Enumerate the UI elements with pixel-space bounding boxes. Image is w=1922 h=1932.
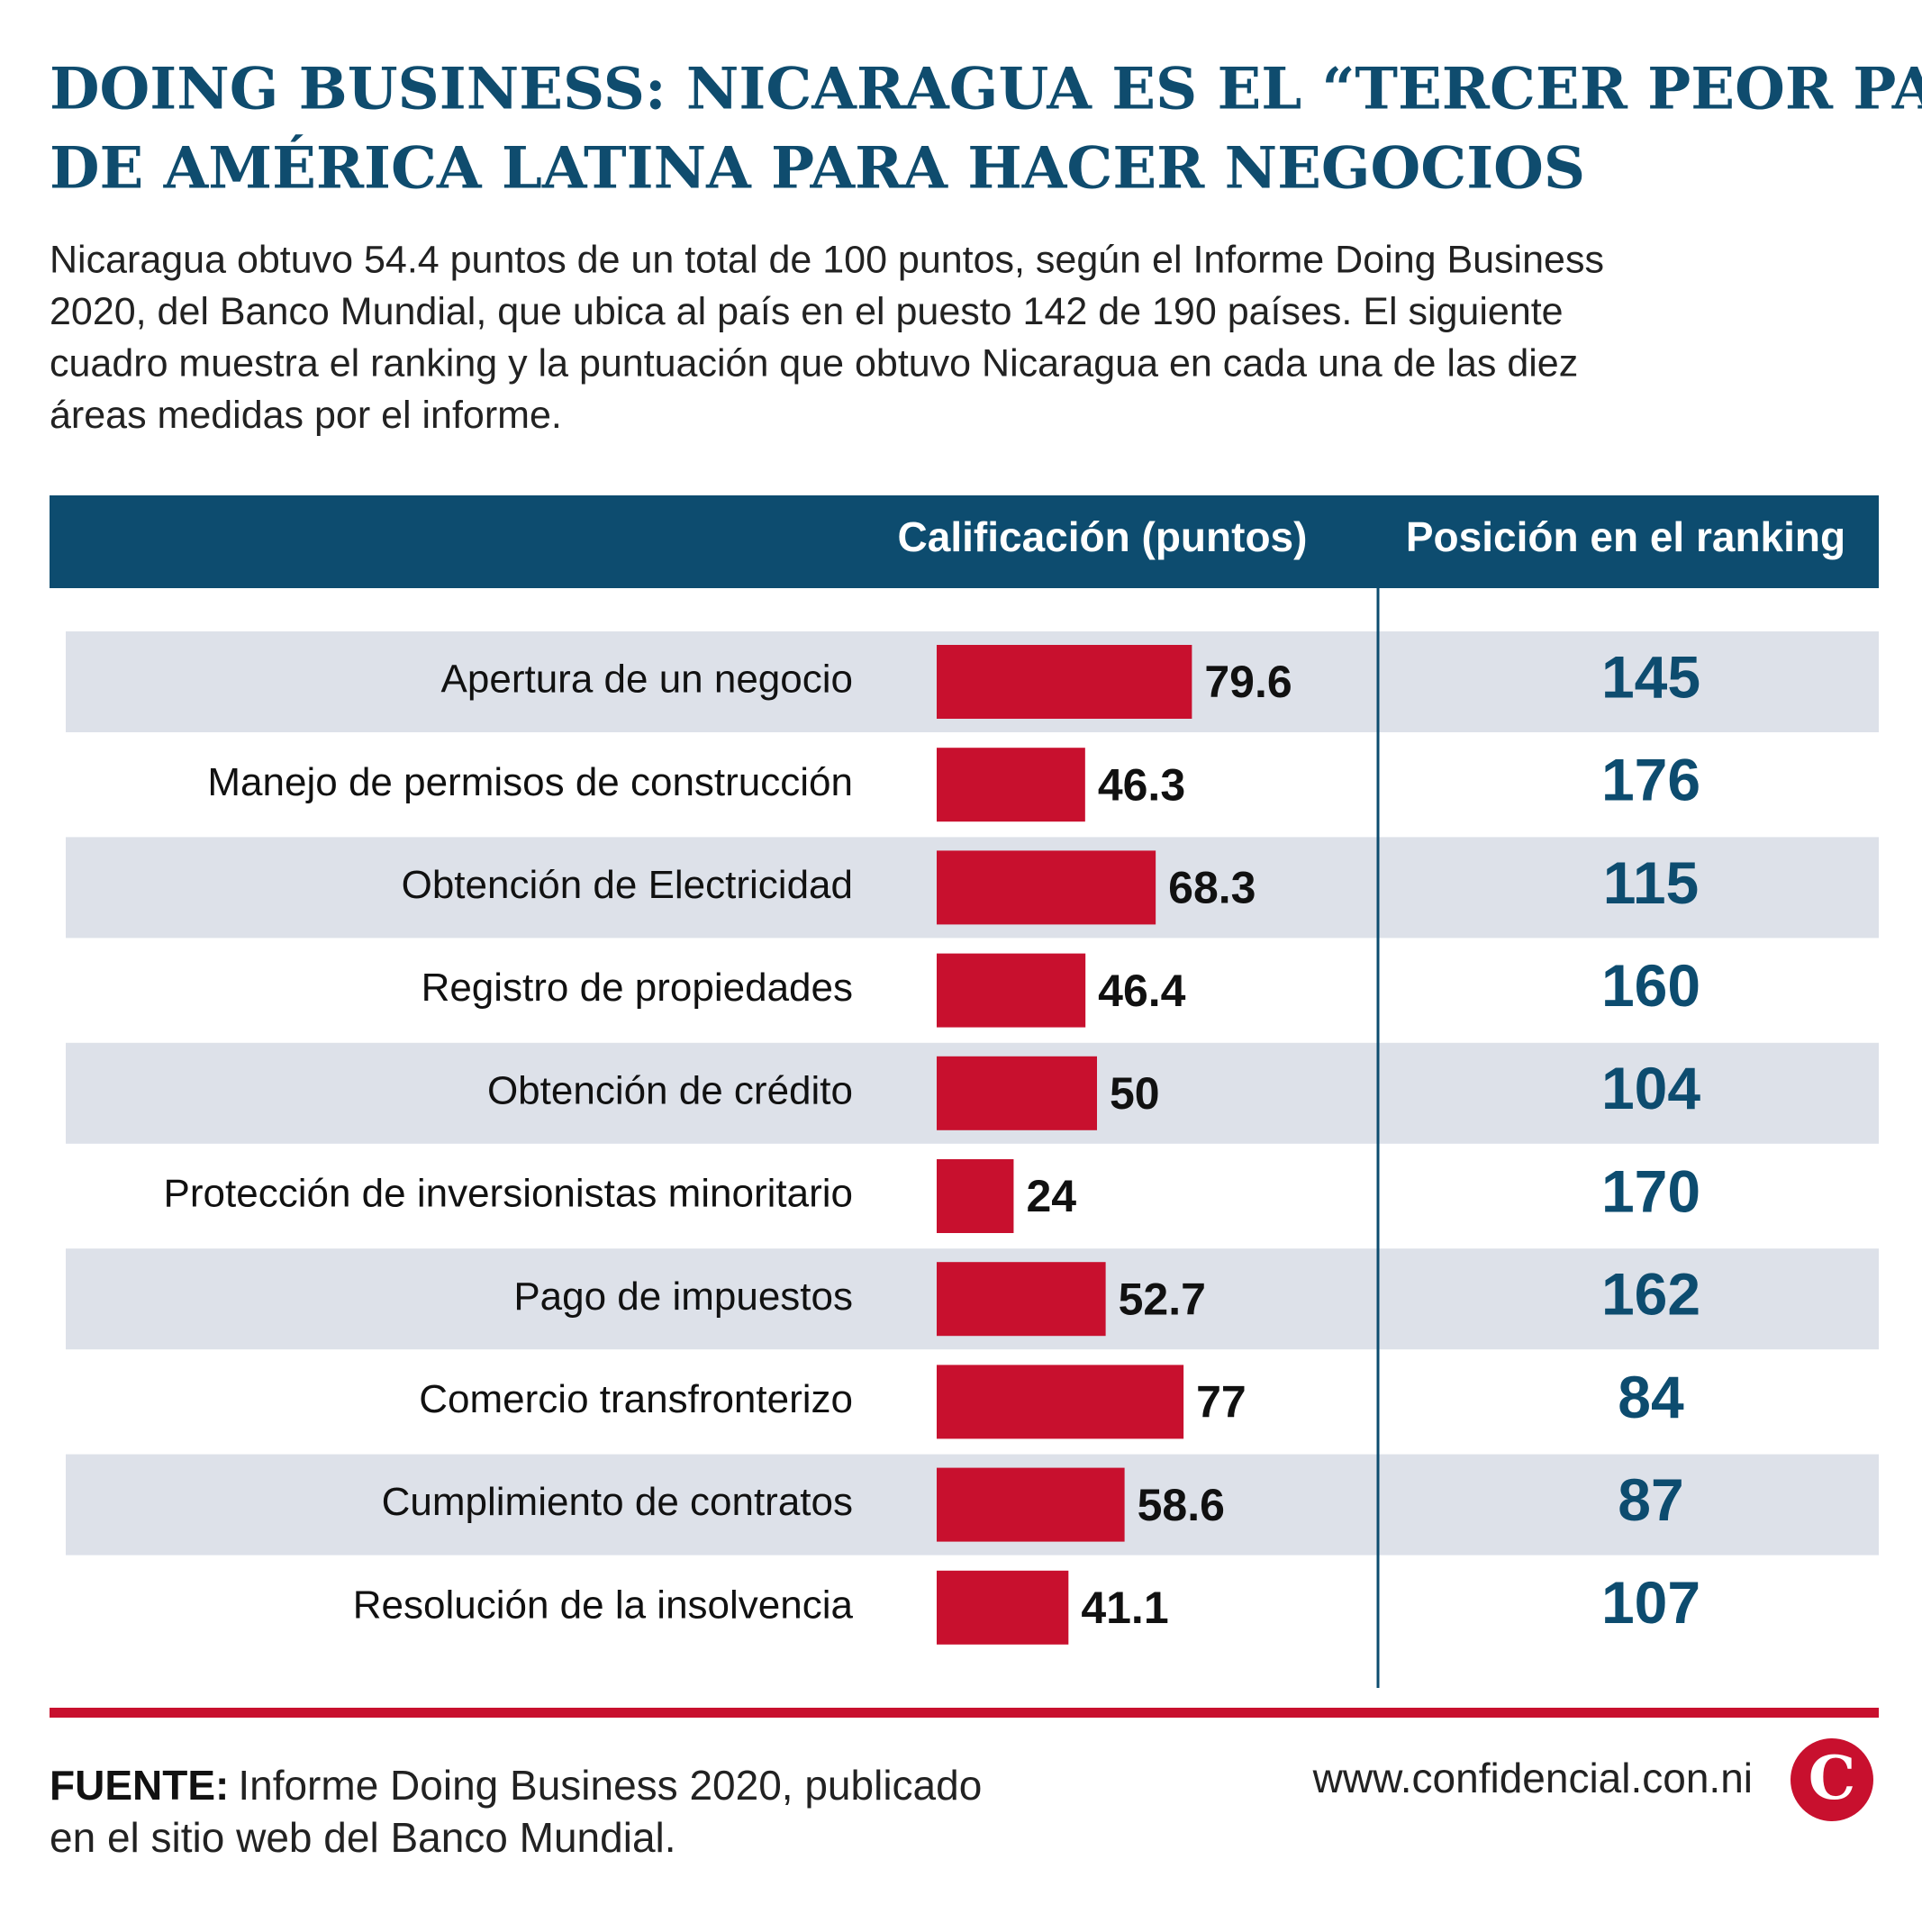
rule <box>50 1708 1879 1718</box>
bar <box>937 850 1156 925</box>
category-label: Comercio transfronterizo <box>419 1377 853 1421</box>
ranking: 160 <box>1601 952 1700 1019</box>
category-label: Cumplimiento de contratos <box>382 1480 853 1524</box>
value-label: 68.3 <box>1168 863 1256 913</box>
bar <box>937 1570 1069 1645</box>
ranking: 87 <box>1618 1466 1683 1533</box>
ranking: 107 <box>1601 1569 1700 1636</box>
category-label: Protección de inversionistas minoritario <box>164 1172 853 1216</box>
bar <box>937 953 1086 1028</box>
category-label: Resolución de la insolvencia <box>353 1583 854 1627</box>
rows: Apertura de un negocio 79.6 145 Manejo de p… <box>66 631 1879 1645</box>
value-label: 46.3 <box>1098 759 1185 810</box>
value-label: 50 <box>1110 1068 1160 1119</box>
subtitle-line: cuadro muestra el ranking y la puntuació… <box>50 341 1578 385</box>
ranking: 162 <box>1601 1261 1700 1328</box>
bar <box>937 645 1192 719</box>
value-label: 41.1 <box>1081 1583 1168 1633</box>
category-label: Obtención de Electricidad <box>402 863 853 907</box>
title-line: DE AMÉRICA LATINA PARA HACER NEGOCIOS <box>50 135 1585 203</box>
logo <box>1791 1738 1873 1821</box>
ranking: 104 <box>1601 1055 1700 1121</box>
category-label: Pago de impuestos <box>513 1274 853 1319</box>
source-text: Informe Doing Business 2020, publicado <box>238 1762 982 1809</box>
website: www.confidencial.con.ni <box>1312 1755 1753 1801</box>
source-line: FUENTE: Informe Doing Business 2020, publ… <box>50 1762 982 1809</box>
subtitle-line: 2020, del Banco Mundial, que ubica al pa… <box>50 290 1564 333</box>
value-label: 77 <box>1196 1377 1247 1428</box>
column-header: Posición en el ranking <box>1406 513 1845 560</box>
title-line: DOING BUSINESS: NICARAGUA ES EL “TERCER … <box>50 56 1922 123</box>
ranking: 84 <box>1618 1364 1684 1430</box>
category-label: Apertura de un negocio <box>441 658 853 702</box>
bar <box>937 1159 1014 1233</box>
bar <box>937 1467 1125 1542</box>
value-label: 24 <box>1026 1171 1076 1221</box>
logo-letter: C <box>1809 1743 1856 1813</box>
ranking: 115 <box>1603 849 1699 916</box>
value-label: 79.6 <box>1204 657 1292 707</box>
ranking: 170 <box>1601 1157 1700 1224</box>
source-label: FUENTE: <box>50 1762 229 1809</box>
ranking: 145 <box>1601 643 1700 710</box>
header-bar <box>50 495 1879 588</box>
bar <box>937 1056 1097 1130</box>
category-label: Obtención de crédito <box>487 1068 853 1112</box>
source-text: en el sitio web del Banco Mundial. <box>50 1814 676 1861</box>
category-label: Registro de propiedades <box>422 966 853 1010</box>
value-label: 52.7 <box>1119 1274 1206 1324</box>
bar <box>937 1365 1184 1439</box>
value-label: 58.6 <box>1138 1480 1225 1530</box>
subtitle-line: áreas medidas por el informe. <box>50 394 562 437</box>
bar <box>937 748 1085 822</box>
column-header: Calificación (puntos) <box>898 513 1308 560</box>
bar <box>937 1262 1106 1337</box>
ranking: 176 <box>1601 747 1700 813</box>
subtitle-line: Nicaragua obtuvo 54.4 puntos de un total… <box>50 238 1604 281</box>
category-label: Manejo de permisos de construcción <box>207 760 853 804</box>
value-label: 46.4 <box>1098 966 1186 1016</box>
